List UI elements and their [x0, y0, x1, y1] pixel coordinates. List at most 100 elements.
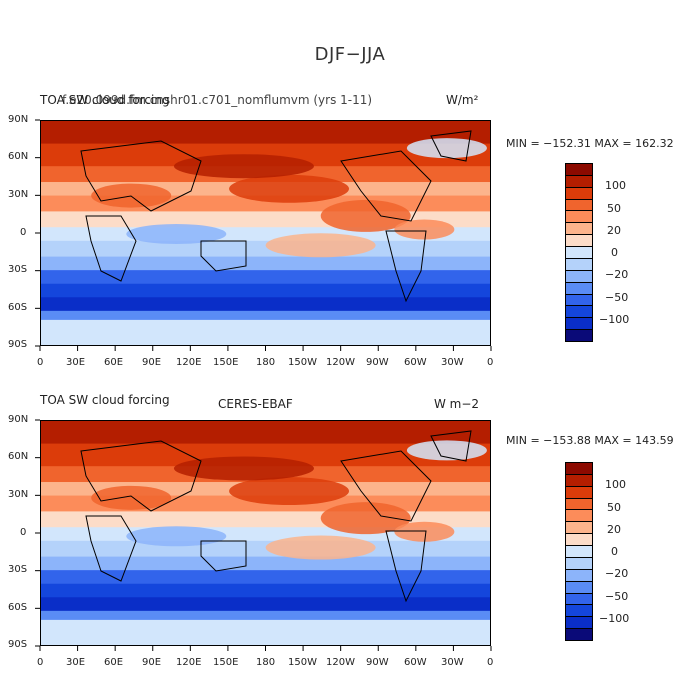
panel1-colorbar-swatch: [565, 329, 593, 342]
field-blob: [320, 502, 411, 535]
field-blob: [265, 535, 376, 560]
colorbar-label: −20: [605, 268, 629, 281]
coastline: [385, 230, 427, 303]
panel1-lat-label: 60S: [8, 302, 28, 313]
field-blob: [126, 224, 227, 244]
panel1-axis-ticks: [35, 119, 492, 351]
panel1-lon-label: 120E: [176, 357, 202, 368]
panel2-axis-ticks: [35, 419, 492, 651]
panel2-lon-label: 60W: [404, 657, 427, 668]
field-blob: [91, 485, 172, 510]
panel2-lon-label: 150W: [288, 657, 317, 668]
field-band: [41, 556, 490, 572]
field-band: [41, 570, 490, 585]
panel1-lon-label: 90W: [366, 357, 389, 368]
figure-title: DJF−JJA: [314, 44, 386, 65]
field-blob: [173, 154, 314, 179]
panel1-lon-label: 0: [487, 357, 494, 368]
panel1-lon-label: 180: [256, 357, 276, 368]
panel1-case-name: f.e20.099d.fm.cnshr01.c701_nomflumvm (yr…: [62, 93, 373, 107]
field-band: [41, 610, 490, 621]
coastline: [80, 440, 202, 512]
colorbar-label: 100: [605, 179, 626, 192]
panel2-lat-label: 60N: [8, 451, 29, 462]
colorbar-label: 50: [607, 501, 621, 514]
field-band: [41, 583, 490, 599]
field-band: [41, 283, 490, 299]
colorbar-label: −100: [599, 313, 630, 326]
coastline: [80, 140, 202, 212]
panel1-lat-label: 30S: [8, 264, 28, 275]
colorbar-label: 20: [607, 523, 621, 536]
panel2-lon-label: 180: [256, 657, 276, 668]
coastline: [200, 240, 247, 272]
panel2-colorbar-swatch: [565, 628, 593, 641]
panel2-lon-label: 90W: [366, 657, 389, 668]
field-band: [41, 240, 490, 258]
panel2-source: CERES-EBAF: [218, 397, 293, 411]
panel2-map-field: [41, 421, 490, 645]
panel1-title-left: TOA SW cloud forcing: [40, 93, 170, 107]
panel2-lat-label: 0: [20, 527, 27, 538]
colorbar-label: −20: [605, 567, 629, 580]
panel1-colorbar: [565, 163, 593, 342]
field-band: [41, 256, 490, 272]
field-band: [41, 319, 490, 345]
coastline: [200, 540, 247, 572]
panel1-units: W/m²: [446, 93, 479, 107]
panel1-lon-label: 30E: [66, 357, 86, 368]
coastline: [85, 215, 137, 282]
colorbar-label: 0: [611, 246, 618, 259]
panel1-lat-label: 0: [20, 227, 27, 238]
panel2-lon-label: 150E: [213, 657, 239, 668]
colorbar-label: −100: [599, 612, 630, 625]
panel1-lat-label: 60N: [8, 151, 29, 162]
field-band: [41, 121, 490, 145]
panel2-lon-label: 60E: [104, 657, 124, 668]
panel2-lon-label: 120W: [326, 657, 355, 668]
field-band: [41, 597, 490, 612]
panel2-lon-label: 90E: [142, 657, 162, 668]
field-band: [41, 270, 490, 285]
colorbar-label: −50: [605, 590, 629, 603]
panel2-lon-label: 120E: [176, 657, 202, 668]
field-blob: [229, 477, 350, 506]
coastline: [85, 515, 137, 582]
panel1-lat-label: 30N: [8, 189, 29, 200]
panel1-lon-label: 30W: [441, 357, 464, 368]
field-band: [41, 443, 490, 468]
panel2-lat-label: 90S: [8, 639, 28, 650]
coastline: [340, 450, 432, 522]
panel1-lat-label: 90N: [8, 114, 29, 125]
panel1-lon-label: 120W: [326, 357, 355, 368]
panel1-lon-label: 0: [37, 357, 44, 368]
panel2-lat-label: 60S: [8, 602, 28, 613]
panel1-lat-label: 90S: [8, 339, 28, 350]
field-blob: [394, 521, 455, 542]
colorbar-label: 20: [607, 224, 621, 237]
colorbar-label: −50: [605, 291, 629, 304]
panel1-lon-label: 60W: [404, 357, 427, 368]
panel2-lat-label: 30N: [8, 489, 29, 500]
colorbar-label: 100: [605, 478, 626, 491]
panel2-lon-label: 0: [37, 657, 44, 668]
coastline: [430, 430, 472, 462]
field-blob: [229, 174, 350, 203]
panel1-lon-label: 150W: [288, 357, 317, 368]
field-band: [41, 297, 490, 312]
panel1-map: [40, 120, 491, 346]
panel2-lat-label: 90N: [8, 414, 29, 425]
panel1-lon-label: 60E: [104, 357, 124, 368]
panel2-units: W m−2: [434, 397, 480, 411]
field-band: [41, 310, 490, 321]
panel2-lat-label: 30S: [8, 564, 28, 575]
panel1-lon-label: 150E: [213, 357, 239, 368]
panel1-min-max: MIN = −152.31 MAX = 162.32: [506, 137, 674, 150]
panel2-lon-label: 30E: [66, 657, 86, 668]
coastline: [430, 130, 472, 162]
field-blob: [265, 233, 376, 258]
field-blob: [394, 219, 455, 240]
field-blob: [173, 456, 314, 481]
panel1-lon-label: 90E: [142, 357, 162, 368]
panel2-map: [40, 420, 491, 646]
